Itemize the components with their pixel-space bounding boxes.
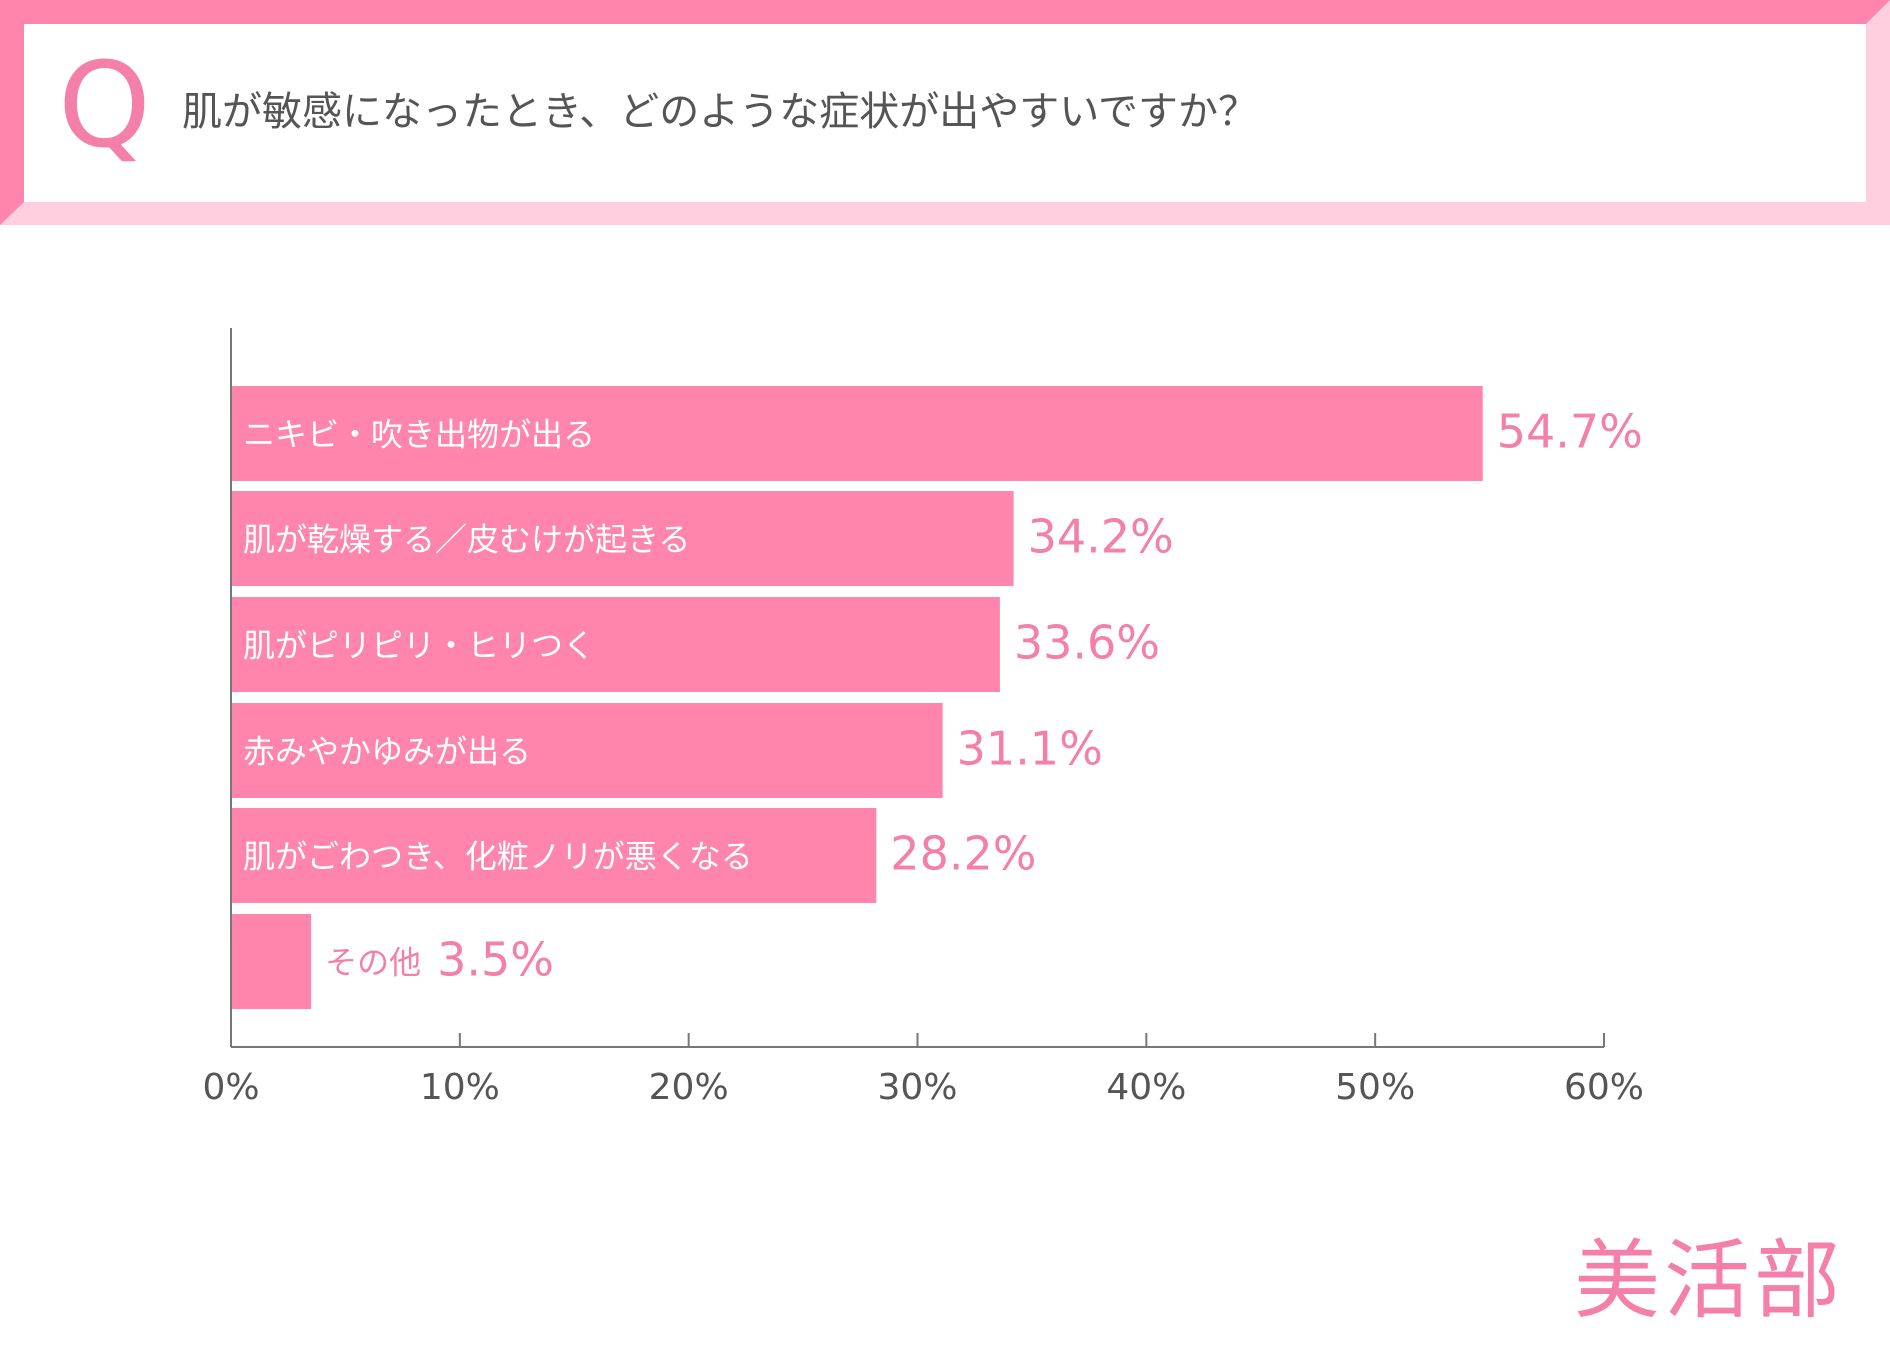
bar-category-label: 肌がごわつき、化粧ノリが悪くなる	[243, 838, 753, 876]
bar-value-label: 28.2%	[890, 827, 1036, 881]
x-tick-label: 10%	[420, 1067, 500, 1108]
bar-category-label: その他	[325, 944, 421, 982]
question-panel	[24, 24, 1866, 202]
bar-value-label: 33.6%	[1014, 616, 1160, 670]
frame-top-left-edge	[0, 0, 1890, 225]
bar-value-label: 3.5%	[437, 933, 554, 987]
bar-value-label: 54.7%	[1497, 405, 1643, 459]
x-tick-label: 60%	[1564, 1067, 1644, 1108]
x-tick-label: 0%	[202, 1067, 259, 1108]
brand-logo: 美活部	[1574, 1231, 1844, 1331]
bar	[231, 386, 1483, 481]
question-q-mark: Q	[58, 36, 151, 174]
bar-category-label: 赤みやかゆみが出る	[243, 733, 531, 771]
bar	[231, 597, 1000, 692]
x-tick-label: 50%	[1335, 1067, 1415, 1108]
x-tick-label: 20%	[649, 1067, 729, 1108]
bar-category-label: ニキビ・吹き出物が出る	[243, 416, 595, 454]
x-tick-label: 40%	[1106, 1067, 1186, 1108]
question-frame	[0, 0, 1890, 225]
bar	[231, 703, 943, 798]
bar-value-label: 31.1%	[957, 722, 1103, 776]
bar-category-label: 肌が乾燥する／皮むけが起きる	[243, 521, 690, 559]
bar-category-label: 肌がピリピリ・ヒリつく	[243, 627, 595, 665]
bar-value-label: 34.2%	[1028, 510, 1174, 564]
bar	[231, 808, 877, 903]
x-tick-label: 30%	[877, 1067, 957, 1108]
bar	[231, 914, 312, 1009]
bar	[231, 491, 1014, 586]
question-text: 肌が敏感になったとき、どのような症状が出やすいですか？	[182, 89, 1258, 135]
